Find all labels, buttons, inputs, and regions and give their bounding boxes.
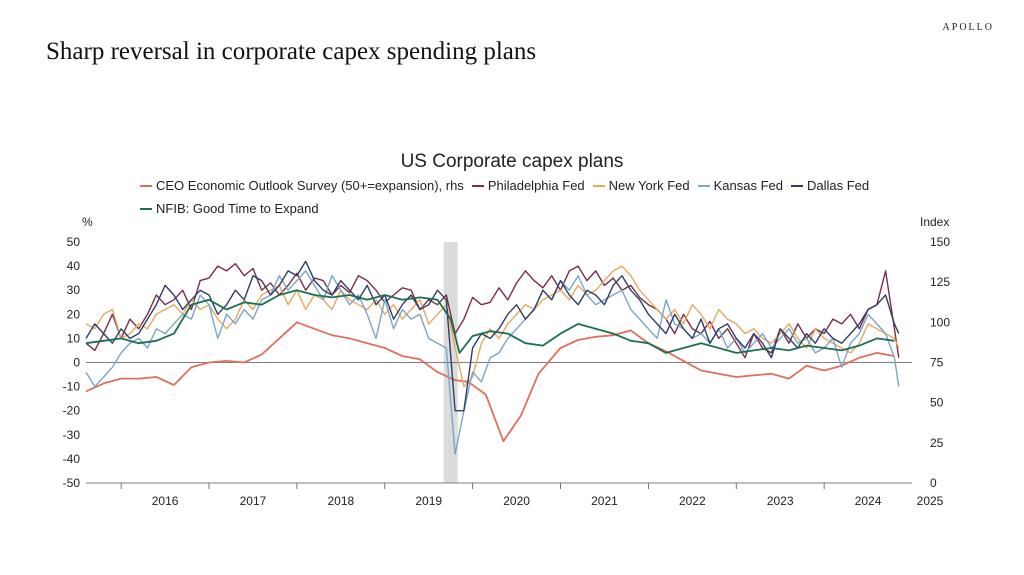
legend-swatch	[471, 184, 484, 187]
y-tick-right: 125	[930, 275, 950, 289]
x-tick-label: 2018	[327, 494, 354, 508]
x-tick-label: 2017	[240, 494, 267, 508]
series-line-5	[85, 289, 895, 354]
x-tick-label: 2021	[591, 494, 618, 508]
x-tick-label: 2022	[679, 494, 706, 508]
legend-item-nfib: NFIB: Good Time to Expand	[140, 201, 319, 216]
legend-swatch	[140, 184, 152, 187]
right-axis-unit: Index	[920, 215, 949, 229]
legend-label: New York Fed	[608, 178, 690, 193]
legend-swatch	[592, 184, 605, 187]
legend: CEO Economic Outlook Survey (50+=expansi…	[140, 178, 940, 193]
y-tick-left: 50	[67, 235, 81, 249]
left-axis-unit: %	[82, 215, 93, 229]
x-tick-label: 2024	[855, 494, 882, 508]
y-tick-right: 100	[930, 315, 950, 329]
y-tick-left: -20	[63, 404, 81, 418]
legend-label: Kansas Fed	[713, 178, 783, 193]
legend-row-2: NFIB: Good Time to Expand	[140, 201, 940, 216]
legend-label: Dallas Fed	[806, 178, 870, 193]
series-line-1	[85, 263, 900, 359]
legend-swatch	[697, 184, 710, 187]
y-tick-left: 30	[67, 283, 81, 297]
y-tick-left: -50	[63, 476, 81, 490]
y-tick-left: -10	[63, 380, 81, 394]
legend-label: Philadelphia Fed	[487, 178, 585, 193]
y-tick-right: 0	[930, 476, 937, 490]
y-tick-left: 10	[67, 331, 81, 345]
legend-swatch	[790, 184, 803, 187]
legend-item-kansas: Kansas Fed	[697, 178, 783, 193]
page-title: Sharp reversal in corporate capex spendi…	[46, 38, 537, 65]
y-tick-right: 75	[930, 356, 944, 370]
x-tick-label: 2020	[503, 494, 530, 508]
x-tick-label: 2025	[917, 494, 944, 508]
legend-item-dallas: Dallas Fed	[790, 178, 870, 193]
series-line-2	[85, 265, 900, 388]
y-tick-right: 50	[930, 396, 944, 410]
y-tick-right: 150	[930, 235, 950, 249]
y-tick-right: 25	[930, 436, 944, 450]
legend-item-philadelphia: Philadelphia Fed	[471, 178, 585, 193]
y-tick-left: -30	[63, 428, 81, 442]
legend-item-new-york: New York Fed	[592, 178, 690, 193]
legend-swatch	[140, 207, 152, 210]
y-tick-left: -40	[63, 452, 81, 466]
x-tick-label: 2016	[152, 494, 179, 508]
legend-label: NFIB: Good Time to Expand	[156, 201, 319, 216]
brand-logo-text: APOLLO	[942, 22, 994, 33]
x-tick-label: 2023	[767, 494, 794, 508]
x-tick-label: 2019	[415, 494, 442, 508]
legend-item-ceo: CEO Economic Outlook Survey (50+=expansi…	[140, 178, 464, 193]
chart-title: US Corporate capex plans	[400, 151, 624, 172]
legend-label: CEO Economic Outlook Survey (50+=expansi…	[156, 178, 464, 193]
series-line-0	[85, 321, 895, 443]
y-tick-left: 0	[73, 356, 80, 370]
y-tick-left: 40	[67, 259, 81, 273]
series-line-4	[85, 260, 900, 412]
y-tick-left: 20	[67, 307, 81, 321]
series-line-3	[85, 270, 900, 455]
